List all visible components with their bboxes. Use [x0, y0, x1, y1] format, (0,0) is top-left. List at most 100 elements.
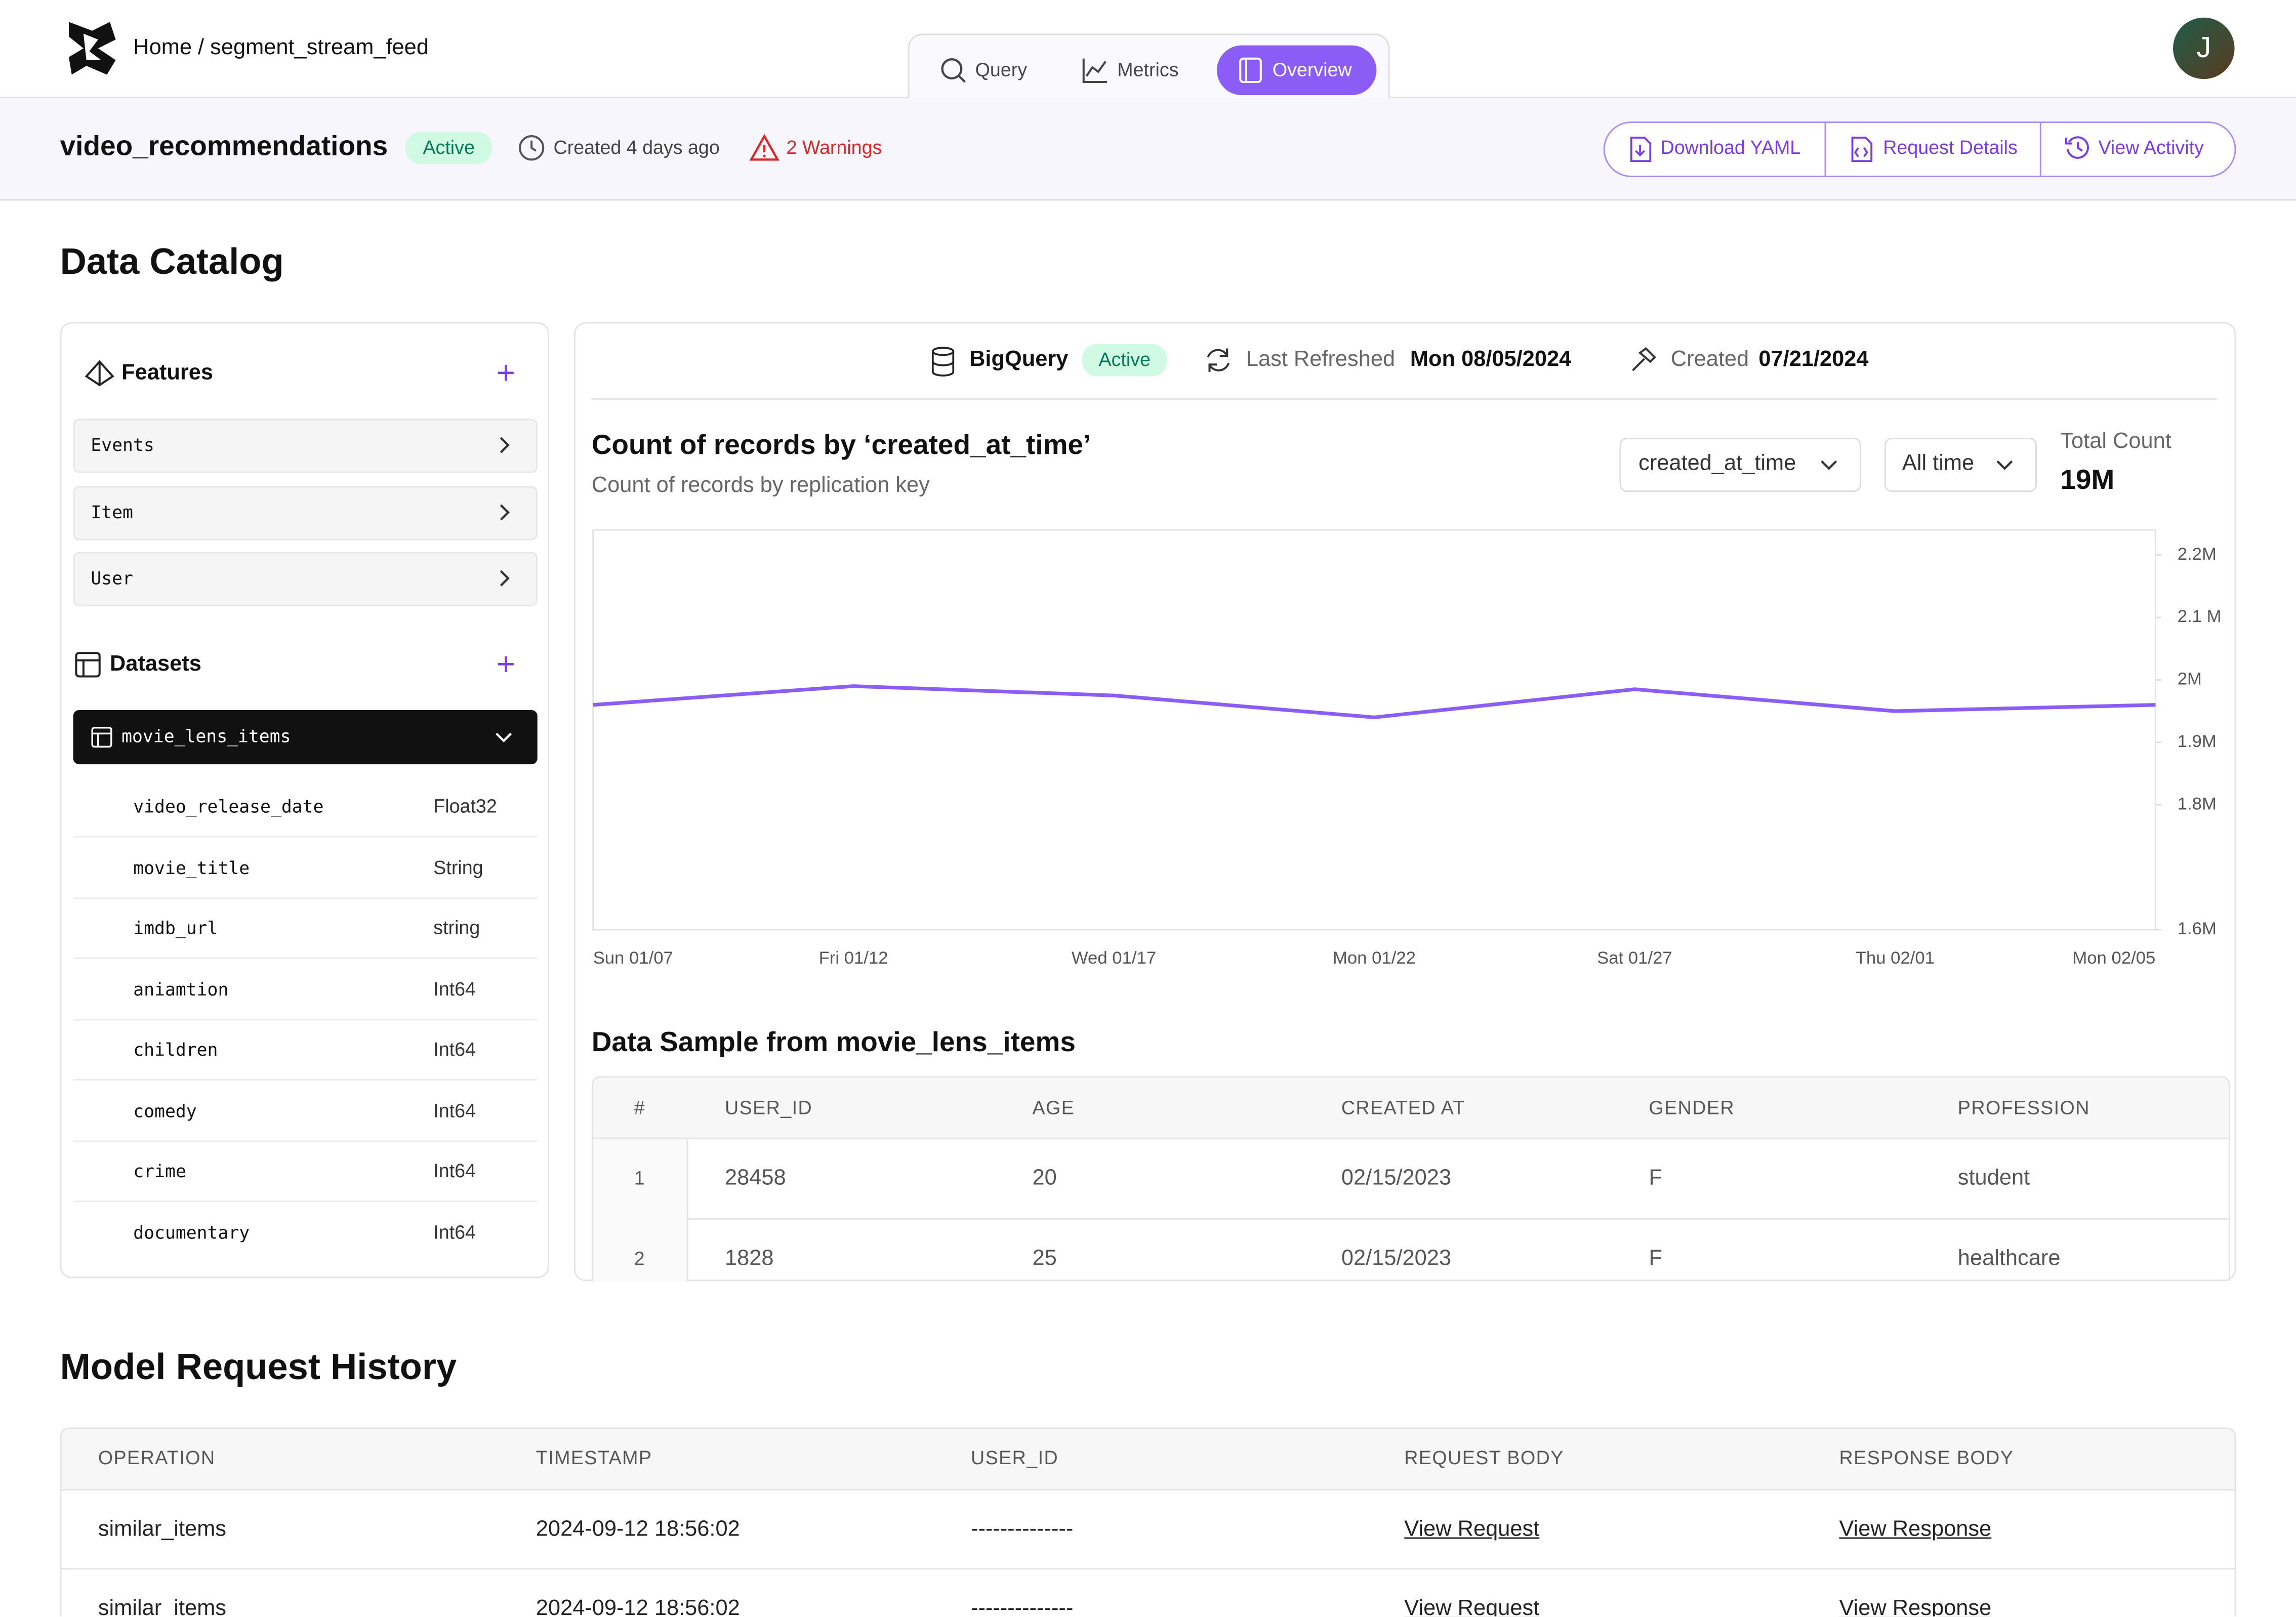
tab[interactable]: Overview	[1272, 58, 1352, 81]
select[interactable]	[1884, 437, 2037, 492]
x-tick-label: Wed 01/17	[1072, 948, 1156, 968]
column-type: Int64	[433, 1159, 476, 1182]
column-header: REQUEST BODY	[1404, 1446, 1564, 1469]
cell: similar_items	[98, 1517, 226, 1542]
cell: 02/15/2023	[1341, 1165, 1452, 1190]
icon-features	[85, 360, 114, 387]
icon-chevron	[500, 437, 510, 453]
action-button[interactable]: Download YAML	[1660, 136, 1801, 158]
dataset-name: movie_lens_items	[121, 726, 291, 747]
column-type: Int64	[433, 1038, 476, 1060]
row-divider	[73, 896, 538, 898]
icon-table	[91, 727, 112, 748]
column-header: #	[634, 1096, 646, 1119]
y-tick-label: 1.6M	[2178, 919, 2217, 938]
breadcrumb[interactable]: Home / segment_stream_feed	[133, 35, 429, 60]
x-tick-label: Mon 01/22	[1333, 948, 1416, 968]
warnings[interactable]: 2 Warnings	[786, 136, 882, 158]
refreshed-date: Mon 08/05/2024	[1410, 347, 1572, 372]
column-name: crime	[133, 1161, 186, 1182]
history-table: OPERATION TIMESTAMP USER_ID REQUEST BODY RES…	[60, 1427, 2236, 1616]
row-divider	[73, 1200, 538, 1203]
icon-clock	[518, 135, 545, 161]
cell: 2024-09-12 18:56:02	[536, 1517, 740, 1542]
icon-database	[931, 347, 955, 377]
sample-table: # USER_ID AGE CREATED AT GENDER PROFESSION 1 28…	[591, 1076, 2230, 1281]
cell: --------------	[970, 1596, 1074, 1616]
feature-name: Events	[91, 435, 154, 455]
dataset-selected[interactable]	[73, 710, 538, 765]
link[interactable]: View Request	[1404, 1517, 1540, 1542]
column-type: Int64	[433, 977, 476, 1000]
link[interactable]: View Response	[1839, 1517, 1992, 1542]
column-name: imdb_url	[133, 918, 218, 939]
row-divider	[73, 1018, 538, 1020]
icon-chevron	[496, 732, 512, 742]
link[interactable]: View Request	[1404, 1596, 1540, 1616]
feature-name: Item	[91, 501, 133, 522]
column-name: documentary	[133, 1222, 250, 1242]
action-button[interactable]: View Activity	[2098, 136, 2204, 158]
divider	[2039, 123, 2041, 176]
column-header: TIMESTAMP	[536, 1446, 652, 1469]
cell: 25	[1032, 1246, 1057, 1271]
select-value: All time	[1902, 451, 1975, 476]
catalog-panel	[60, 322, 549, 1278]
column-name: comedy	[133, 1100, 197, 1121]
tab[interactable]: Query	[975, 58, 1028, 81]
panel-heading: Features	[121, 360, 214, 385]
x-tick-label: Thu 02/01	[1856, 948, 1935, 968]
created: Created 4 days ago	[553, 136, 720, 158]
icon-warning	[749, 134, 780, 161]
icon-download	[1630, 137, 1652, 162]
cell: 20	[1032, 1165, 1057, 1190]
column-type: Float32	[433, 795, 497, 817]
add-button[interactable]: +	[496, 354, 515, 391]
feature-item[interactable]	[73, 419, 538, 473]
row-divider	[73, 1140, 538, 1142]
data-line	[593, 684, 2156, 720]
line-chart: 2.2M 2.1 M 2M 1.9M 1.8M 1.6M Sun 01/07 Fri 01/1…	[592, 529, 2222, 968]
icon-overview	[1239, 57, 1262, 84]
chevron	[500, 570, 510, 587]
feature-name: User	[91, 568, 133, 589]
icon-metrics	[1082, 58, 1108, 84]
column-name: video_release_date	[133, 796, 324, 817]
y-tick-label: 2.1 M	[2178, 607, 2222, 626]
cell: --------------	[970, 1517, 1074, 1542]
section-title: Data Catalog	[60, 241, 284, 283]
link[interactable]: View Response	[1839, 1596, 1992, 1616]
cell: F	[1649, 1165, 1662, 1190]
icon-chevron	[500, 570, 510, 587]
logo[interactable]	[66, 19, 118, 78]
feature-item[interactable]	[73, 485, 538, 540]
avatar[interactable]: J	[2173, 17, 2235, 79]
panel-heading: Datasets	[109, 651, 201, 677]
column-type: string	[433, 916, 480, 939]
chevron	[500, 437, 510, 453]
status-badge: Active	[1082, 344, 1167, 377]
x-tick-label: Fri 01/12	[819, 948, 888, 968]
section-title: Model Request History	[60, 1347, 457, 1388]
created-date: 07/21/2024	[1758, 347, 1869, 372]
source-panel	[574, 322, 2236, 1281]
cell: healthcare	[1957, 1246, 2061, 1271]
row-divider	[686, 1218, 2229, 1220]
icon-search	[941, 58, 966, 83]
active-tab-bg	[1217, 45, 1377, 96]
column-header: OPERATION	[98, 1446, 216, 1469]
column-type: Int64	[433, 1220, 476, 1242]
refreshed-label: Last Refreshed	[1246, 347, 1396, 372]
select[interactable]	[1619, 437, 1861, 492]
tab[interactable]: Metrics	[1117, 58, 1179, 81]
action-group	[1603, 121, 2236, 178]
x-tick-label: Mon 02/05	[2072, 948, 2155, 968]
icon-chevron	[1821, 460, 1837, 470]
total-value: 19M	[2060, 465, 2115, 496]
y-tick-label: 1.8M	[2178, 794, 2217, 813]
feature-item[interactable]	[73, 552, 538, 606]
add-button[interactable]: +	[496, 645, 515, 683]
action-button[interactable]: Request Details	[1883, 136, 2018, 158]
created-label: Created	[1670, 347, 1749, 372]
